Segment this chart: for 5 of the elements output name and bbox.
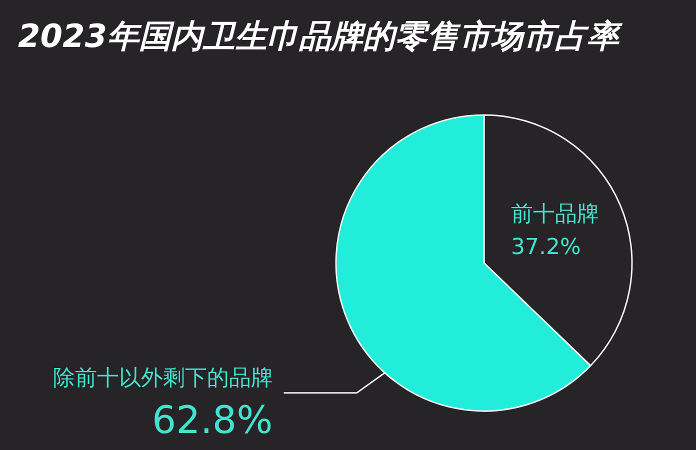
data-label: 62.8% <box>152 398 273 442</box>
chart-title: 2023年国内卫生巾品牌的零售市场市占率 <box>18 17 624 56</box>
data-label: 37.2% <box>511 235 581 260</box>
slice-label: 前十品牌 <box>511 202 599 227</box>
slice-label: 除前十以外剩下的品牌 <box>53 366 273 391</box>
